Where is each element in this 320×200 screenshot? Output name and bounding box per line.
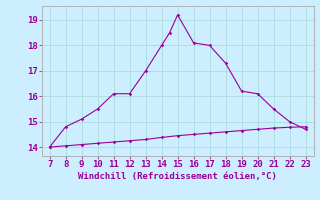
X-axis label: Windchill (Refroidissement éolien,°C): Windchill (Refroidissement éolien,°C) (78, 172, 277, 181)
